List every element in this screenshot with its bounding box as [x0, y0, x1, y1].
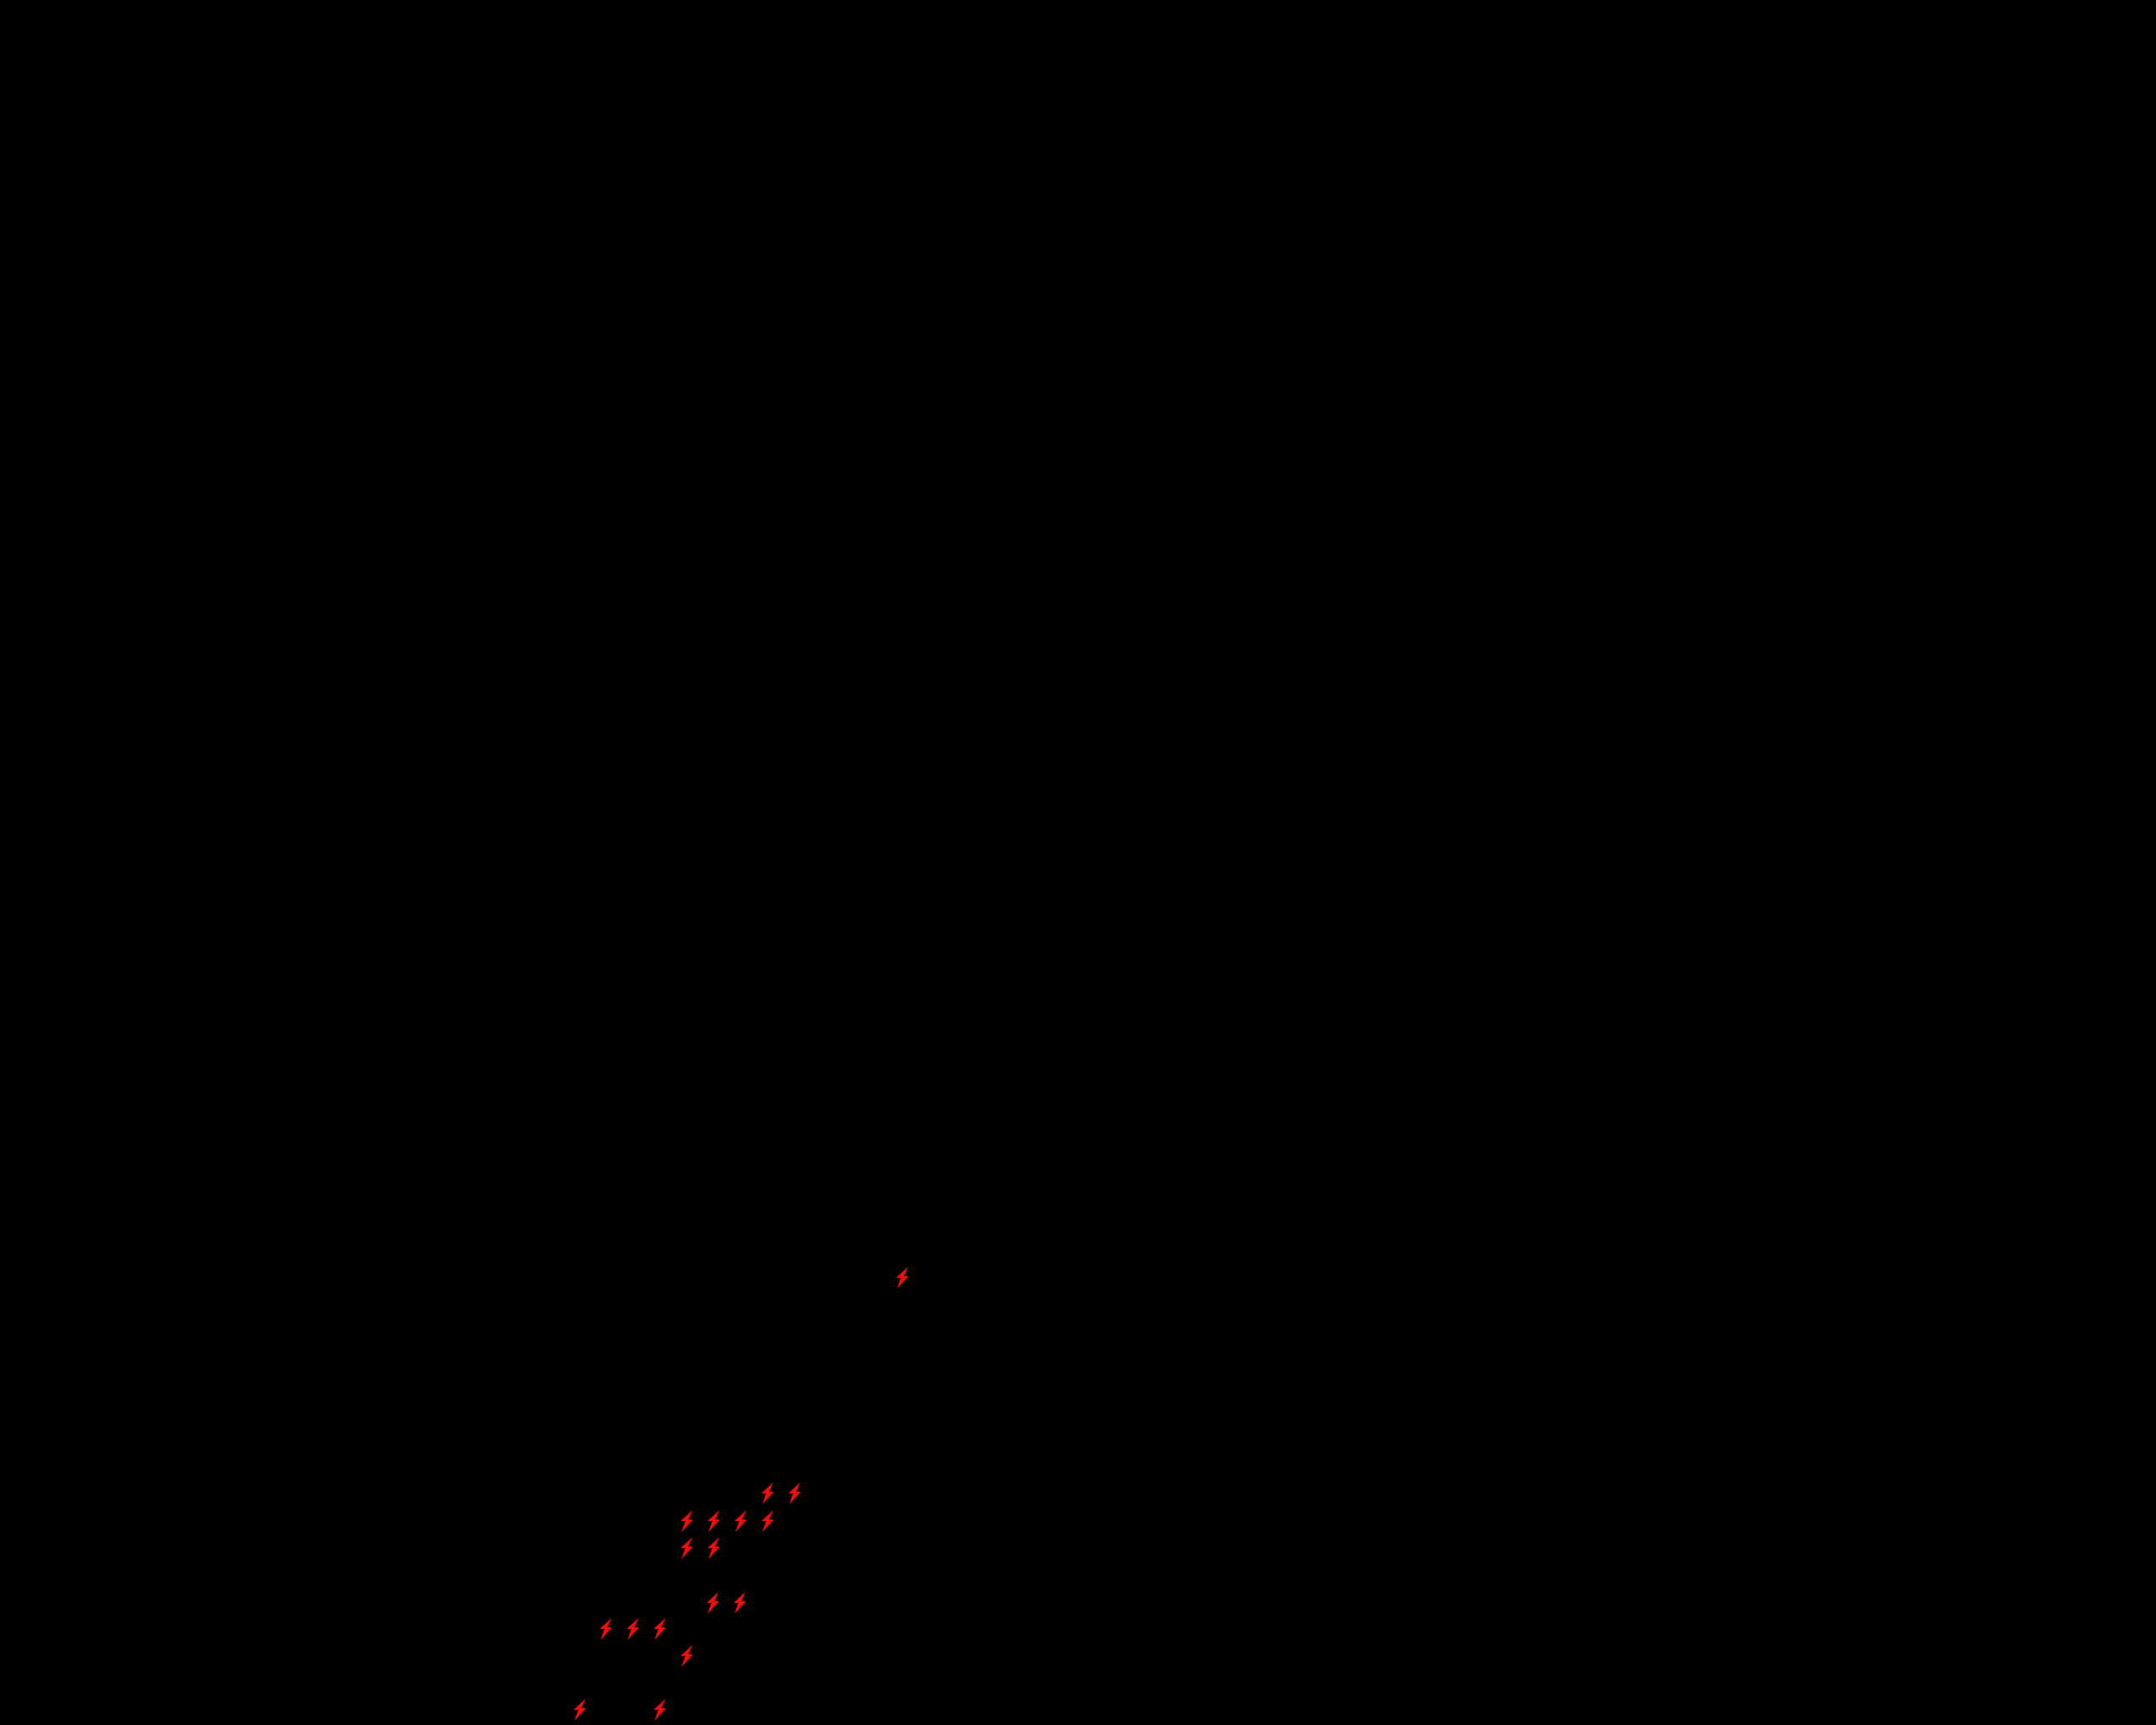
lightning-bolt-icon [627, 1618, 639, 1640]
lightning-bolt-icon [654, 1699, 666, 1721]
lightning-bolt-icon [734, 1592, 746, 1614]
lightning-bolt-icon [680, 1537, 693, 1559]
lightning-bolt-icon [734, 1510, 747, 1532]
lightning-bolt-icon [761, 1482, 774, 1504]
lightning-bolt-icon [761, 1510, 774, 1532]
lightning-bolt-icon [707, 1537, 720, 1559]
lightning-bolt-icon [600, 1618, 612, 1640]
lightning-bolt-icon [788, 1482, 801, 1504]
lightning-bolt-icon [680, 1645, 693, 1667]
lightning-bolt-icon [707, 1592, 719, 1614]
lightning-bolt-icon [654, 1618, 666, 1640]
lightning-bolt-icon [680, 1510, 693, 1532]
lightning-bolt-icon [707, 1510, 720, 1532]
lightning-bolt-icon [574, 1699, 586, 1721]
lightning-bolt-icon [896, 1267, 909, 1289]
